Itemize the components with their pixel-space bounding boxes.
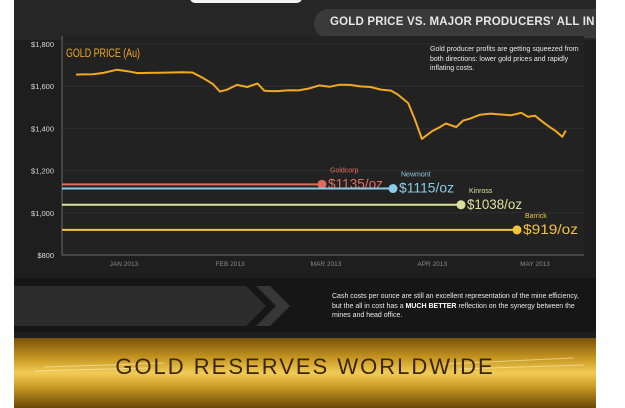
- footer-note: Cash costs per ounce are still an excell…: [332, 293, 579, 320]
- infographic-panel: GOLD PRICE VS. MAJOR PRODUCERS' ALL IN C…: [14, 0, 596, 408]
- top-tab: [190, 0, 302, 3]
- cost-marker-kinross: [456, 200, 466, 210]
- gold-price-line: [75, 68, 567, 140]
- producer-name: Goldcorp: [330, 167, 359, 174]
- y-tick-label: $800: [37, 251, 54, 260]
- title-pill: GOLD PRICE VS. MAJOR PRODUCERS' ALL IN C…: [314, 9, 596, 38]
- y-tick-label: $1,000: [31, 209, 54, 218]
- gold-price-chart: $1,800 $1,600 $1,400 $1,200 $1,000 $800 JAN 20…: [31, 36, 584, 268]
- axis-border: [61, 36, 584, 256]
- banner-title: GOLD RESERVES WORLDWIDE: [115, 354, 495, 379]
- producer-name: Kinross: [469, 188, 493, 195]
- producer-cost-label: $1115/oz: [399, 180, 454, 196]
- chart-annotation: Gold producer profits are getting squeez…: [430, 46, 579, 72]
- chart-title: GOLD PRICE (Au): [66, 48, 140, 60]
- x-tick-label: APR 2013: [417, 261, 447, 268]
- x-tick-label: FEB 2013: [216, 261, 245, 268]
- x-tick-label: MAR 2013: [311, 261, 342, 268]
- y-tick-label: $1,400: [31, 124, 54, 133]
- y-tick-label: $1,800: [31, 40, 54, 49]
- x-tick-label: JAN 2013: [110, 261, 139, 268]
- y-tick-label: $1,200: [31, 167, 54, 176]
- chart-heading: GOLD PRICE VS. MAJOR PRODUCERS' ALL IN C…: [330, 16, 596, 28]
- gold-banner: [14, 338, 596, 408]
- producer-cost-label: $1135/oz: [328, 175, 383, 191]
- producer-cost-label: $919/oz: [523, 221, 578, 237]
- banner-lines: [33, 357, 585, 372]
- y-tick-label: $1,600: [31, 82, 54, 91]
- emphasis-text: MUCH BETTER: [405, 302, 457, 310]
- cost-marker-goldcorp: [317, 179, 327, 189]
- x-tick-label: MAY 2013: [520, 261, 550, 268]
- chevron-arrows-icon: [14, 286, 290, 326]
- producer-name: Barrick: [525, 213, 547, 220]
- cost-marker-barrick: [512, 225, 522, 235]
- producer-name: Newmont: [401, 172, 431, 179]
- cost-marker-newmont: [388, 184, 398, 194]
- producer-cost-label: $1038/oz: [467, 196, 522, 212]
